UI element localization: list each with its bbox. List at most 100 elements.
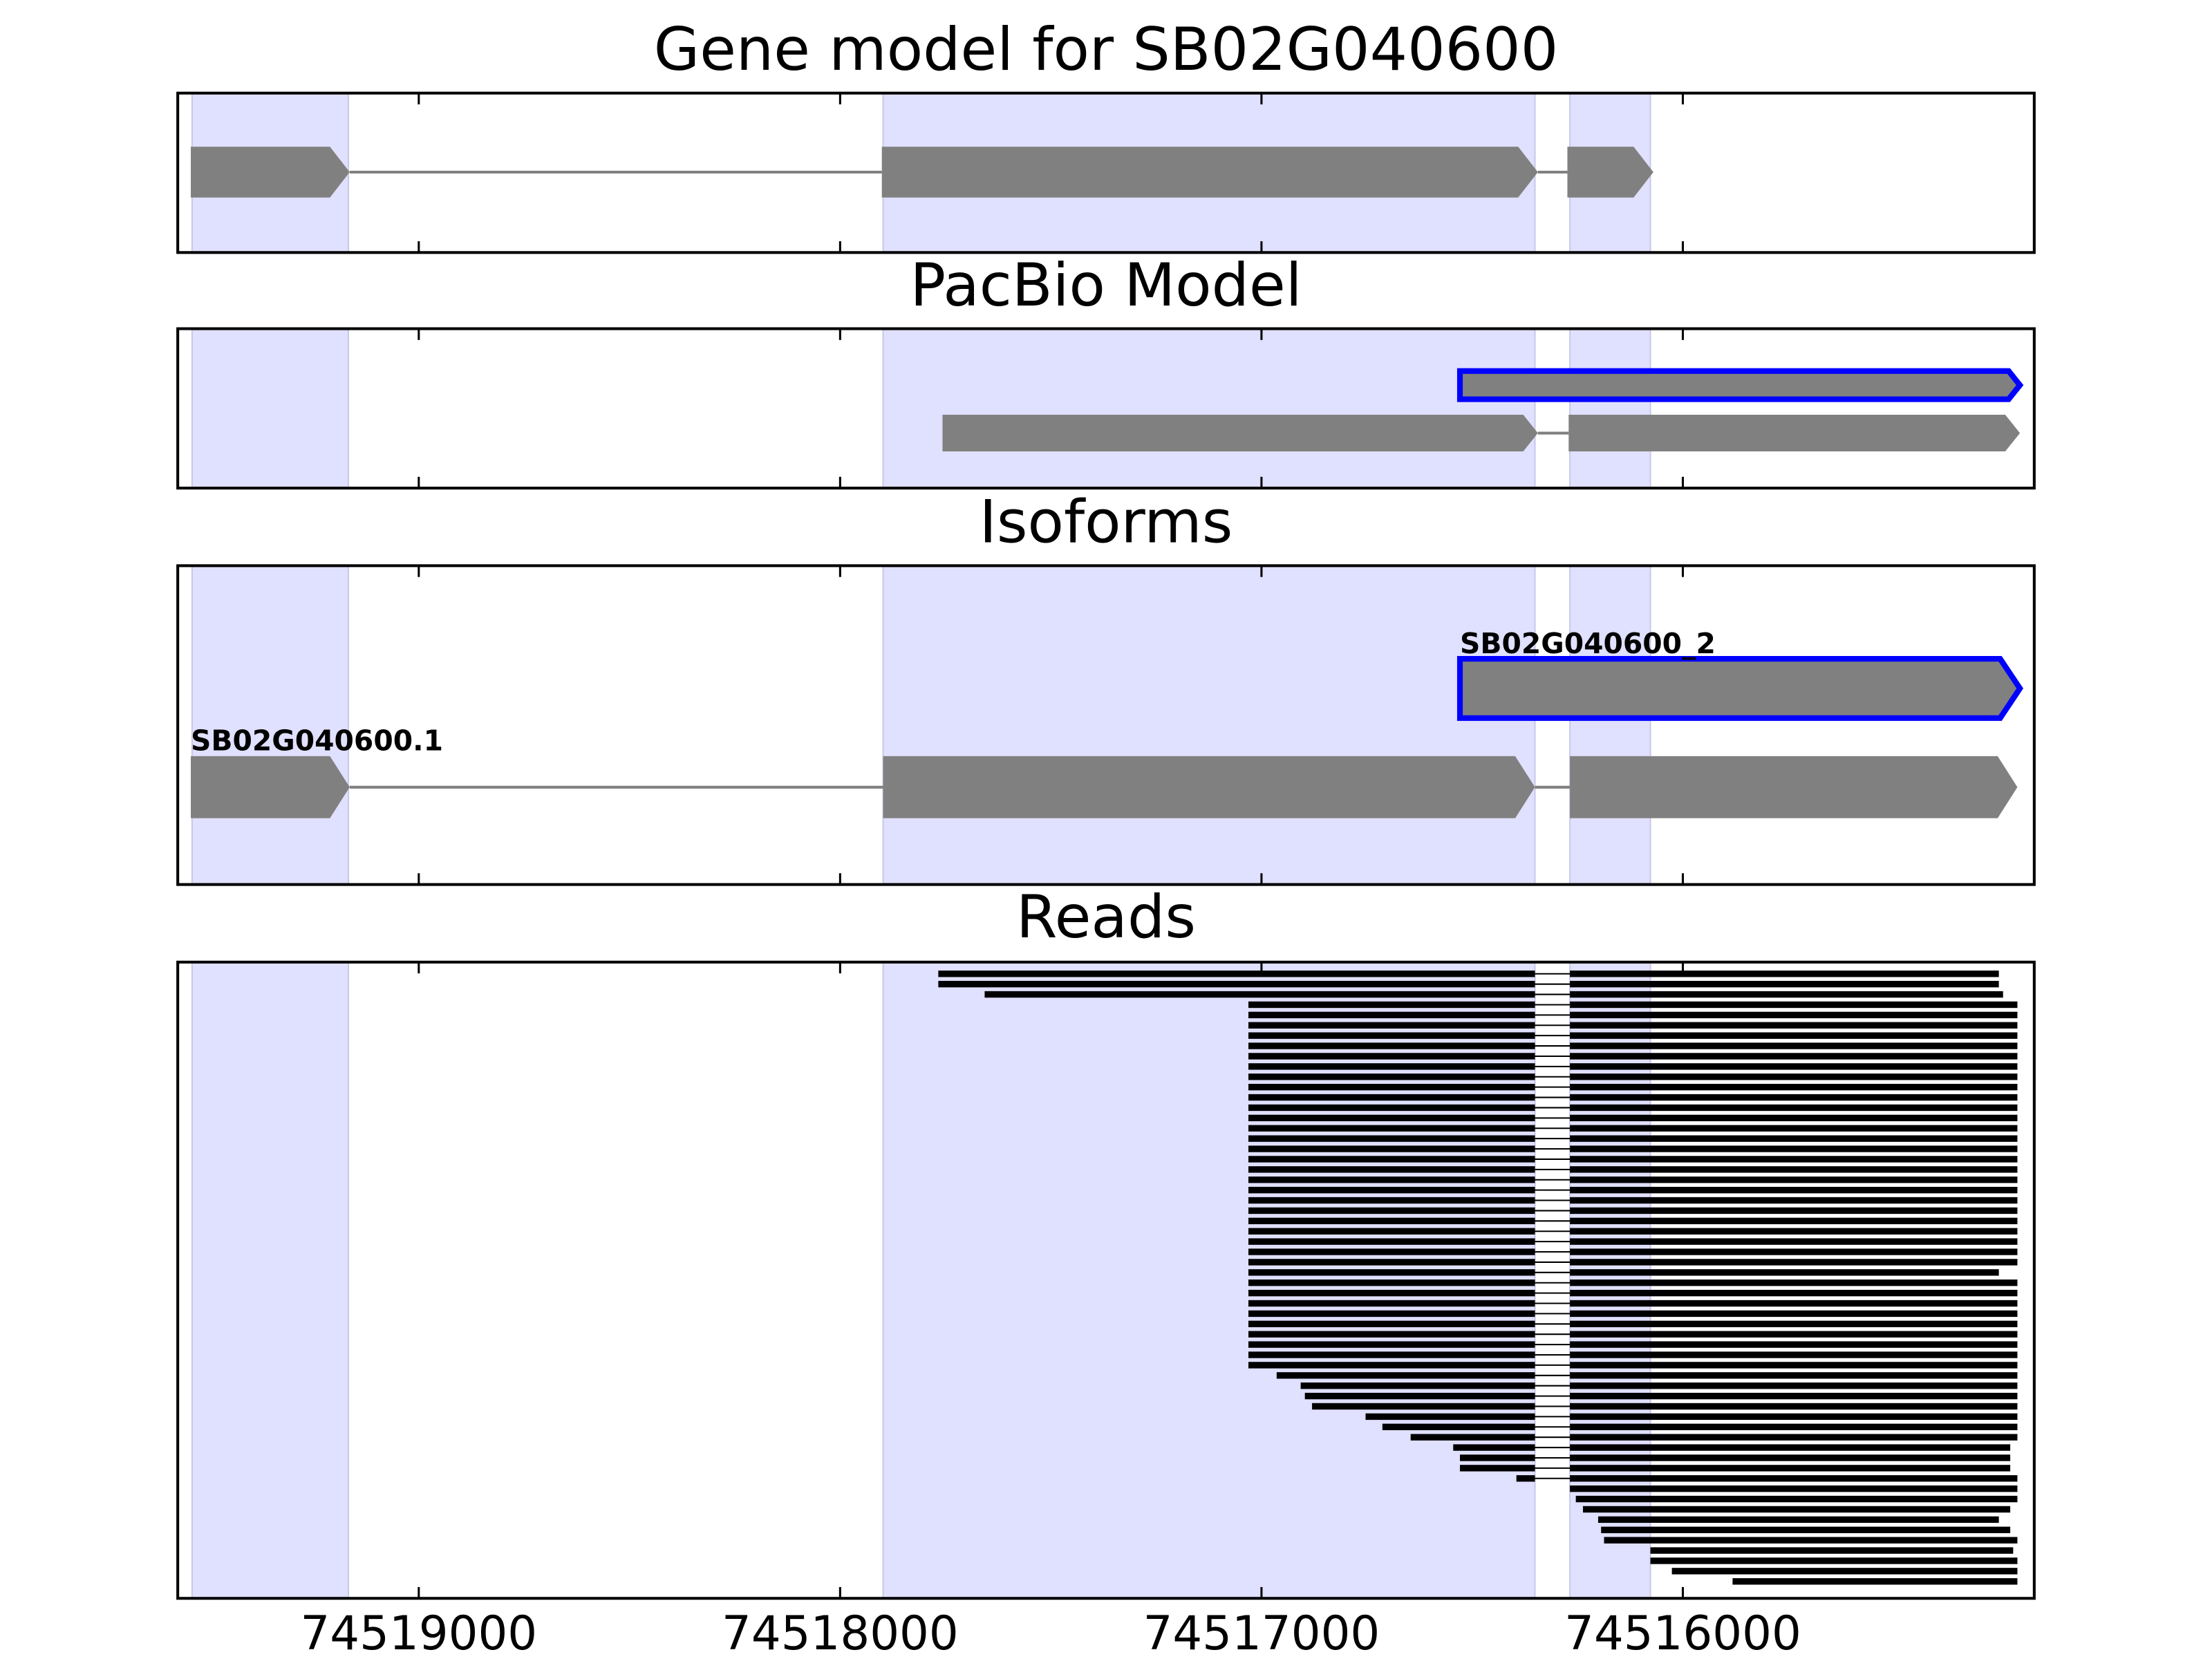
read: [1570, 1104, 2018, 1112]
read: [1570, 1156, 2018, 1163]
read: [1248, 1063, 1535, 1070]
read: [1570, 1320, 2018, 1327]
read: [1248, 1341, 1535, 1348]
read: [1570, 1351, 2018, 1358]
read: [1570, 1011, 2018, 1019]
read: [1248, 1166, 1535, 1173]
read: [1248, 1320, 1535, 1327]
read: [1248, 1269, 1535, 1276]
read: [1570, 1269, 1999, 1276]
read: [1248, 1280, 1535, 1286]
read: [1570, 1403, 2018, 1410]
read: [1248, 1300, 1535, 1307]
read: [1248, 1125, 1535, 1132]
read: [1248, 1310, 1535, 1318]
read: [1570, 1094, 2018, 1101]
read: [1248, 1042, 1535, 1049]
panel-frame: [176, 960, 2036, 1600]
read: [1570, 1032, 2018, 1039]
read: [1570, 1114, 2018, 1122]
read: [1248, 1207, 1535, 1215]
read: [1248, 1022, 1535, 1029]
exon-highlight: [1569, 328, 1651, 489]
read: [1570, 1177, 2018, 1183]
read: [938, 980, 1535, 988]
panel-title: Gene model for SB02G040600: [654, 15, 1558, 84]
read: [1601, 1526, 2011, 1533]
read: [984, 991, 1535, 998]
read: [1248, 1011, 1535, 1019]
read: [1570, 1145, 2018, 1152]
read: [1570, 1392, 2018, 1400]
read: [1570, 1444, 2011, 1451]
read: [1570, 1207, 2018, 1215]
read: [1570, 1217, 2018, 1225]
exon-highlight: [882, 328, 1536, 489]
read: [1570, 1022, 2018, 1029]
read: [1410, 1434, 1535, 1441]
exon: [1456, 655, 2024, 721]
read: [1453, 1444, 1535, 1451]
read: [1570, 1083, 2018, 1091]
read: [1248, 1001, 1535, 1009]
read: [1248, 1094, 1535, 1101]
x-tick-label: 74519000: [300, 1606, 537, 1659]
read: [1460, 1465, 1535, 1472]
read: [1570, 1341, 2018, 1348]
read: [1248, 1145, 1535, 1152]
panel-title: PacBio Model: [910, 251, 1302, 320]
read: [1570, 1248, 2018, 1255]
exon-highlight: [191, 961, 350, 1600]
panel-title: Reads: [1016, 883, 1196, 952]
read: [1248, 1217, 1535, 1225]
read: [1248, 1362, 1535, 1369]
read: [1248, 1228, 1535, 1235]
read: [1248, 1083, 1535, 1091]
x-tick-label: 74516000: [1564, 1606, 1801, 1659]
read: [1570, 980, 1999, 988]
panel-title: Isoforms: [980, 488, 1233, 557]
read: [1570, 1289, 2018, 1297]
read: [1570, 1434, 2018, 1441]
isoform-label: SB02G040600.1: [191, 724, 443, 758]
read: [1597, 1516, 1999, 1524]
exon: [883, 756, 1535, 818]
read: [1312, 1403, 1535, 1410]
read: [1570, 1372, 2018, 1379]
read: [1304, 1392, 1535, 1400]
read: [1570, 1454, 2011, 1461]
read: [1248, 1331, 1535, 1338]
read: [1570, 1300, 2018, 1307]
read: [1575, 1495, 2018, 1503]
read: [1570, 991, 2003, 998]
read: [1248, 1177, 1535, 1183]
read: [1516, 1475, 1535, 1482]
exon-highlight: [191, 565, 350, 885]
exon: [942, 415, 1538, 452]
read: [1365, 1413, 1535, 1421]
read: [1248, 1351, 1535, 1358]
read: [1248, 1238, 1535, 1245]
read: [1570, 1485, 2018, 1492]
read: [1248, 1135, 1535, 1142]
read: [1583, 1506, 2011, 1513]
exon: [1570, 756, 2018, 818]
read: [1570, 1259, 2018, 1266]
read: [1570, 1382, 2018, 1389]
read: [1570, 1331, 2018, 1338]
read: [1276, 1372, 1535, 1379]
read: [1570, 1413, 2018, 1421]
read: [1570, 1053, 2018, 1060]
read: [1570, 1063, 2018, 1070]
exon: [191, 147, 350, 198]
read: [938, 971, 1535, 977]
exon-highlight: [882, 565, 1536, 885]
read: [1248, 1114, 1535, 1122]
read: [1248, 1104, 1535, 1112]
read: [1248, 1032, 1535, 1039]
exon: [1567, 147, 1653, 198]
read: [1570, 1475, 2018, 1482]
read: [1300, 1382, 1535, 1389]
read: [1650, 1547, 2014, 1554]
